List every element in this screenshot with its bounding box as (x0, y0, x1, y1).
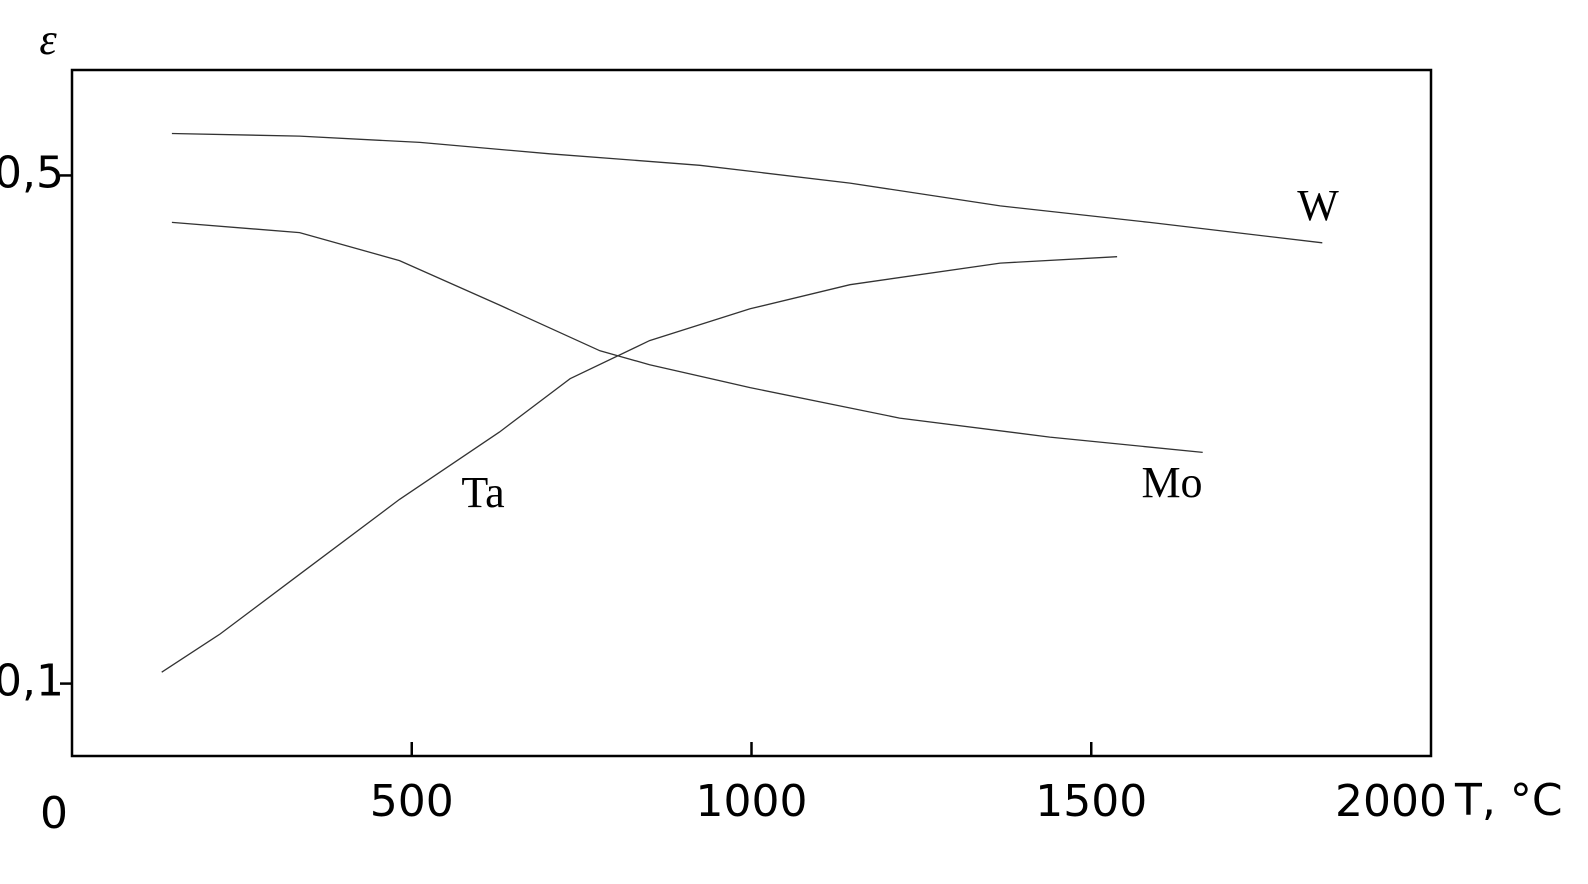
x-axis-label: T, °C (1454, 775, 1563, 826)
y-tick-label: 0,5 (0, 147, 64, 198)
line (161, 256, 1118, 673)
plot-frame (70, 68, 1433, 758)
x-tick-label: 500 (370, 776, 454, 827)
series-label: W (1297, 181, 1339, 230)
line (171, 132, 1323, 244)
series-label: Mo (1141, 458, 1202, 507)
line (171, 221, 1203, 454)
series-label: Ta (461, 468, 504, 517)
x-tick-label: 1000 (696, 776, 808, 827)
x-tick-label: 2000 (1335, 776, 1447, 827)
x-tick-label: 1500 (1035, 776, 1147, 827)
y-axis-label: ε (39, 15, 57, 64)
x-tick-label: 0 (40, 788, 68, 839)
y-tick-label: 0,1 (0, 656, 64, 707)
